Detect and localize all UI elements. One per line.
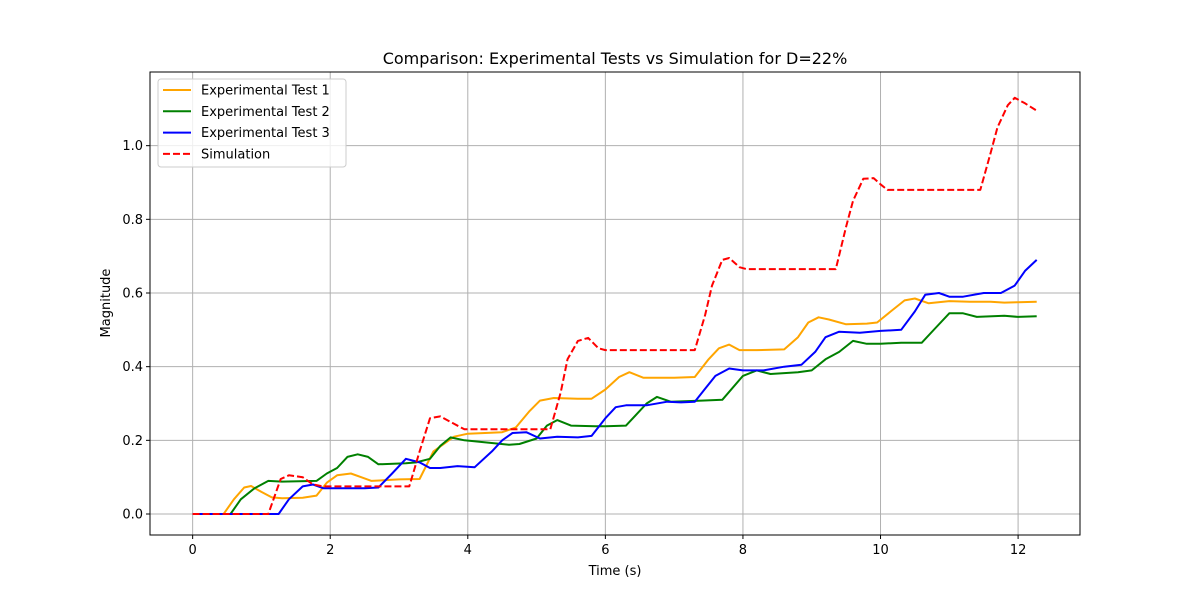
series-layer (192, 96, 1038, 515)
x-tick-label: 4 (464, 543, 472, 558)
y-tick-label: 0.0 (122, 508, 143, 523)
x-tick-label: 8 (739, 543, 747, 558)
x-tick-label: 6 (601, 543, 609, 558)
legend-label-4: Simulation (201, 147, 270, 162)
x-tick-label: 2 (326, 543, 334, 558)
y-tick-label: 0.6 (122, 287, 143, 302)
y-tick-label: 0.4 (122, 360, 143, 375)
x-axis-label: Time (s) (588, 564, 642, 579)
series-line-2 (192, 312, 1037, 515)
x-tick-label: 12 (1010, 543, 1027, 558)
axes-frame (149, 71, 1081, 536)
x-tick-label: 0 (189, 543, 197, 558)
legend-label-3: Experimental Test 3 (201, 126, 330, 141)
series-line-4 (192, 96, 1038, 515)
y-tick-label: 1.0 (122, 139, 143, 154)
series-line-3 (192, 259, 1038, 515)
legend-label-2: Experimental Test 2 (201, 105, 330, 120)
chart-title: Comparison: Experimental Tests vs Simula… (383, 49, 848, 68)
ticks: 0 2 4 6 8 10 12 0.0 0.2 0.4 0.6 0.8 1.0 (122, 139, 1026, 558)
legend-label-1: Experimental Test 1 (201, 84, 330, 99)
y-tick-label: 0.2 (122, 434, 143, 449)
y-tick-label: 0.8 (122, 213, 143, 228)
y-axis-label: Magnitude (99, 269, 114, 338)
series-line-1 (192, 297, 1037, 515)
legend-items: Experimental Test 1 Experimental Test 2 Ex… (163, 84, 330, 162)
legend-box (157, 78, 347, 168)
legend: Experimental Test 1 Experimental Test 2 Ex… (157, 78, 347, 168)
x-tick-label: 10 (872, 543, 889, 558)
